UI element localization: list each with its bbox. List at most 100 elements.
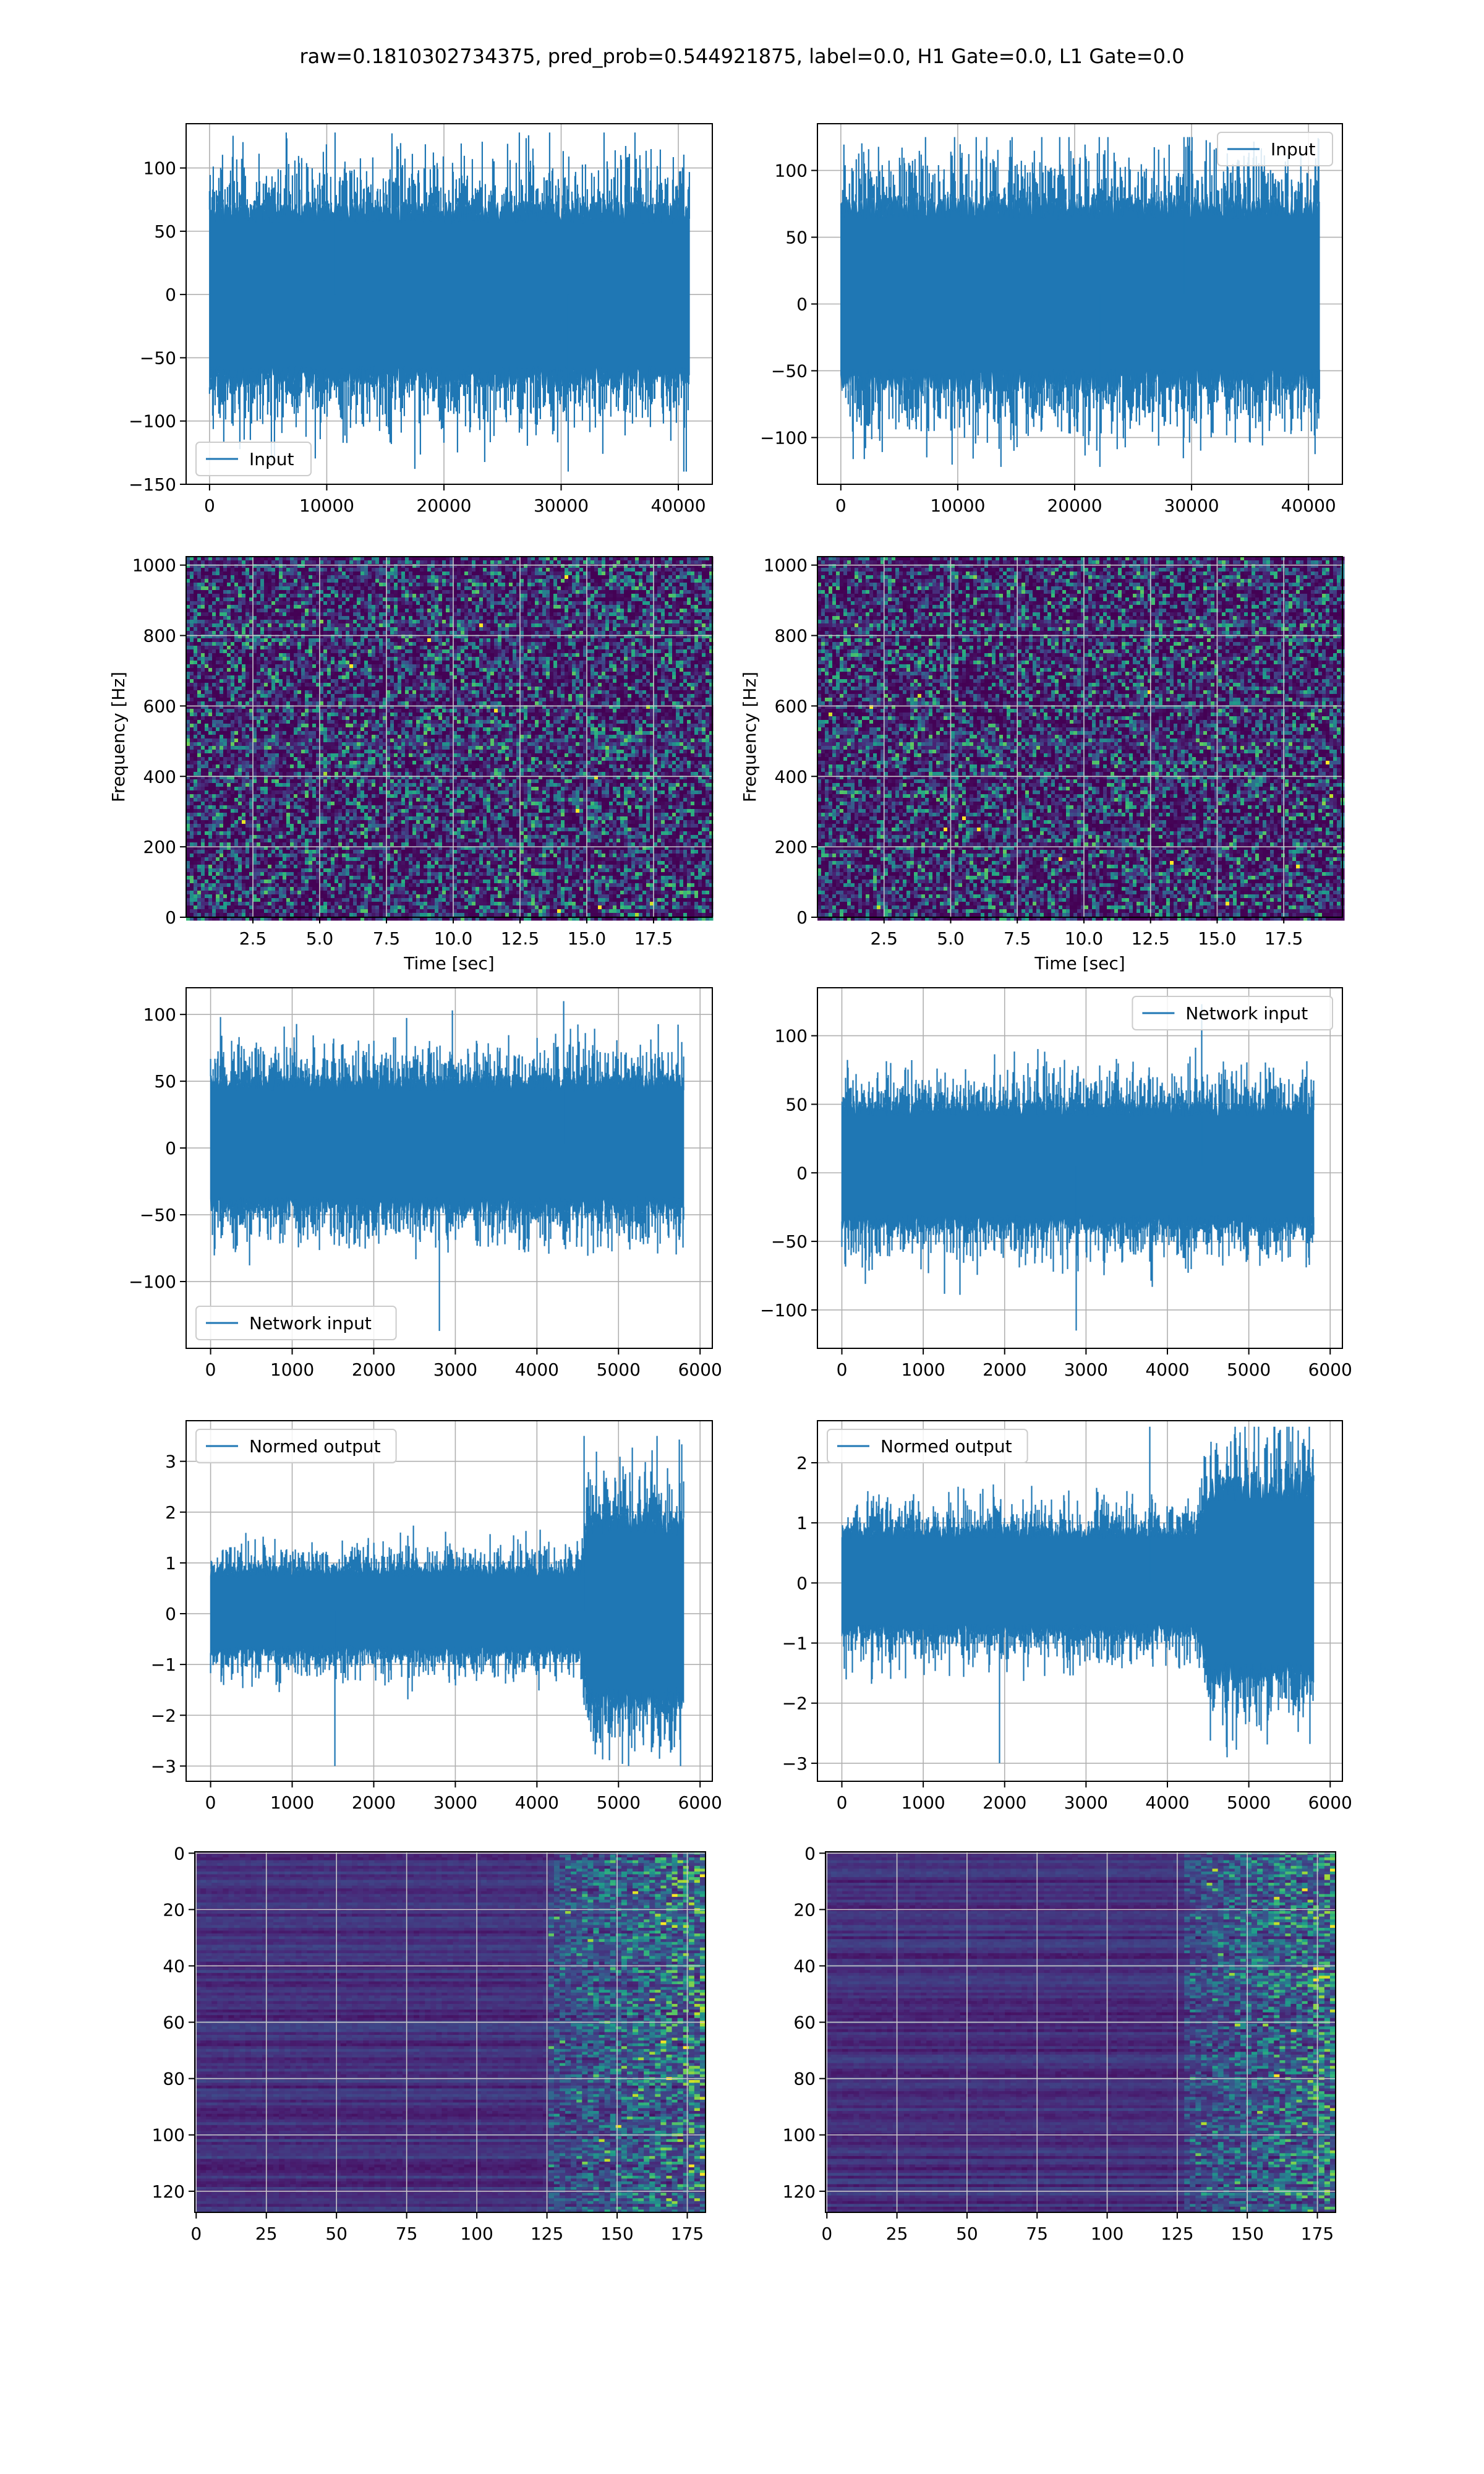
x-tick-label: 150 [1230,2224,1263,2244]
legend: Network input [1132,996,1333,1030]
series-out-l1 [842,1427,1314,1763]
x-tick-label: 5000 [1227,1359,1271,1380]
y-tick-label: 1 [796,1513,808,1533]
subplot-spec-h1: 2.5 5.0 7.5 10.0 12.5 15.0 17.5020040060080010… [108,555,714,974]
x-axis-label: Time [sec] [403,953,494,974]
feature-cells [825,1852,1336,2212]
x-tick-label: 6000 [678,1792,722,1813]
x-tick-label: 2.5 [239,928,267,949]
y-tick-label: 0 [796,294,808,315]
x-tick-label: 3000 [433,1359,477,1380]
x-tick-label: 150 [600,2224,633,2244]
y-tick-label: −50 [771,1231,808,1252]
y-tick-label: 2 [796,1453,808,1473]
y-tick-label: 1000 [132,555,176,576]
x-tick-label: 5.0 [937,928,965,949]
x-tick-label: 5.0 [306,928,334,949]
x-tick-label: 15.0 [568,928,606,949]
x-tick-label: 2000 [352,1359,396,1380]
y-tick-label: −1 [782,1633,808,1654]
x-tick-label: 3000 [433,1792,477,1813]
legend: Input [1217,132,1333,166]
legend-label: Network input [249,1313,372,1333]
y-tick-label: 0 [165,907,176,928]
x-tick-label: 20000 [1047,495,1102,516]
y-tick-label: 80 [163,2069,185,2089]
y-tick-label: 0 [165,1604,176,1624]
spectrogram-cells [186,557,714,921]
x-tick-label: 5000 [1227,1792,1271,1813]
y-tick-label: −3 [151,1756,176,1776]
x-tick-label: 10000 [299,495,354,516]
x-tick-label: 6000 [1308,1359,1352,1380]
x-tick-label: 0 [204,495,215,516]
y-tick-label: 80 [793,2069,816,2089]
y-tick-label: 100 [143,1004,176,1025]
x-tick-label: 1000 [901,1359,945,1380]
x-tick-label: 6000 [1308,1792,1352,1813]
x-tick-label: 1000 [901,1792,945,1813]
y-tick-label: 40 [163,1956,185,1976]
y-tick-label: 50 [785,1094,808,1115]
y-tick-label: 200 [775,837,808,857]
y-tick-label: 1 [165,1553,176,1573]
legend-label: Normed output [249,1436,381,1457]
waveform-band [211,1512,684,1711]
x-tick-label: 4000 [515,1359,559,1380]
legend-label: Normed output [881,1436,1012,1457]
x-tick-label: 2000 [983,1359,1026,1380]
x-tick-label: 0 [205,1792,216,1813]
y-tick-label: 100 [783,2125,816,2146]
y-tick-label: 0 [165,1138,176,1158]
x-tick-label: 175 [1301,2224,1334,2244]
x-tick-label: 7.5 [1004,928,1031,949]
waveform-band [210,201,689,388]
y-tick-label: 0 [796,907,808,928]
x-tick-label: 75 [396,2224,418,2244]
spectrogram-cells [817,557,1345,921]
y-tick-label: 400 [775,766,808,787]
y-tick-label: −2 [782,1693,808,1714]
subplot-input-h1: 0 10000 20000 30000 40000−150−100−50050100In… [129,124,712,516]
y-tick-label: 60 [793,2013,816,2033]
x-tick-label: 0 [205,1359,216,1380]
waveform-band [211,1074,684,1213]
x-tick-label: 10.0 [1065,928,1103,949]
x-tick-label: 0 [835,495,846,516]
x-tick-label: 30000 [1164,495,1219,516]
x-tick-label: 1000 [270,1792,314,1813]
y-axis-label: Frequency [Hz] [108,672,129,802]
x-tick-label: 50 [956,2224,978,2244]
y-tick-label: −100 [760,1300,808,1320]
x-tick-label: 5000 [597,1792,641,1813]
series-input-l1 [841,137,1320,467]
legend: Normed output [196,1429,396,1463]
y-tick-label: −50 [140,348,176,368]
legend: Normed output [827,1429,1028,1463]
y-tick-label: −1 [151,1654,176,1675]
x-tick-label: 10000 [930,495,985,516]
subplot-out-h1: 0 1000 2000 3000 4000 5000 6000−3−2−10123Norme… [151,1421,722,1813]
x-tick-label: 12.5 [1132,928,1170,949]
x-tick-label: 125 [1161,2224,1193,2244]
x-tick-label: 40000 [650,495,706,516]
x-tick-label: 17.5 [1264,928,1303,949]
x-tick-label: 2000 [352,1792,396,1813]
x-tick-label: 50 [325,2224,348,2244]
y-tick-label: 0 [165,285,176,305]
y-tick-label: 20 [793,1899,816,1920]
feature-cells [195,1852,706,2212]
subplot-net-h1: 0 1000 2000 3000 4000 5000 6000−100−50050100Ne… [129,988,722,1380]
x-tick-label: 25 [255,2224,278,2244]
x-tick-label: 4000 [1145,1359,1189,1380]
y-tick-label: 100 [775,1026,808,1047]
y-tick-label: −3 [782,1753,808,1774]
subplot-out-l1: 0 1000 2000 3000 4000 5000 6000−3−2−1012Normed… [782,1421,1352,1813]
y-tick-label: −150 [129,474,176,495]
y-tick-label: 50 [785,228,808,248]
legend: Input [196,442,311,476]
y-tick-label: −50 [140,1205,176,1225]
y-tick-label: 60 [163,2013,185,2033]
y-tick-label: 50 [154,1071,176,1092]
y-tick-label: 200 [143,837,176,857]
